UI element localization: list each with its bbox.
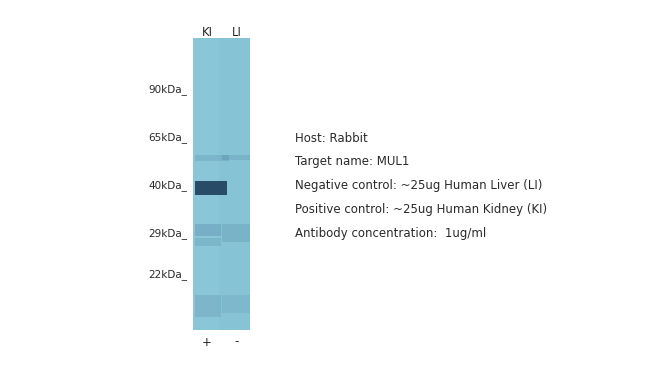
Bar [222,155,250,160]
Bar [222,224,250,242]
Text: Target name: MUL1: Target name: MUL1 [295,156,410,168]
Text: 65kDa_: 65kDa_ [148,132,187,143]
Text: Host: Rabbit: Host: Rabbit [295,131,368,145]
Bar [195,224,221,236]
Bar [193,38,250,330]
Bar [195,238,221,246]
Text: -: - [235,336,239,348]
Bar [222,295,250,313]
Text: +: + [202,336,212,348]
Text: 40kDa_: 40kDa_ [148,180,187,191]
Bar [195,155,229,161]
Text: 29kDa_: 29kDa_ [148,228,187,239]
Text: 90kDa_: 90kDa_ [148,85,187,96]
Text: KI: KI [202,26,213,38]
Text: 22kDa_: 22kDa_ [148,269,187,280]
Text: Antibody concentration:  1ug/ml: Antibody concentration: 1ug/ml [295,228,486,240]
Bar [195,181,227,195]
Text: Positive control: ~25ug Human Kidney (KI): Positive control: ~25ug Human Kidney (KI… [295,203,547,217]
Text: LI: LI [232,26,242,38]
Text: Negative control: ~25ug Human Liver (LI): Negative control: ~25ug Human Liver (LI) [295,179,542,193]
Bar [195,295,221,317]
Bar [193,38,218,330]
Bar [218,38,250,330]
